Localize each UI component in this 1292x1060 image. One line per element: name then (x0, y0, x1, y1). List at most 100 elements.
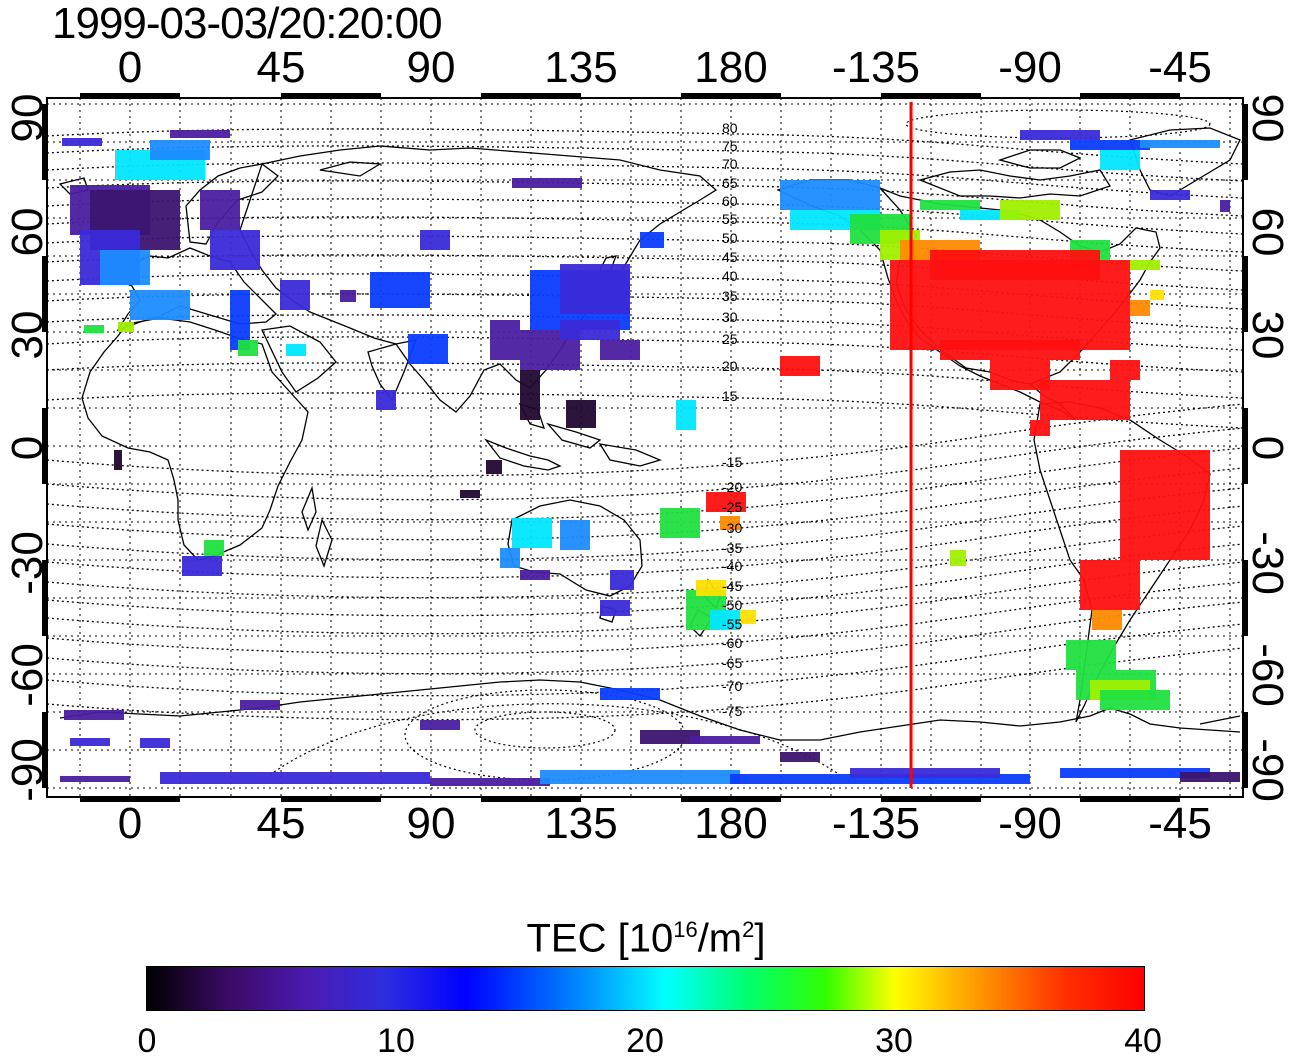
tec-patch (1066, 640, 1116, 670)
tec-patch (560, 520, 590, 550)
tec-patch (600, 688, 660, 700)
tec-patch (486, 460, 502, 474)
contour-label: 20 (722, 358, 738, 374)
tec-patch (600, 600, 630, 616)
lon-tick-top: 45 (256, 43, 306, 92)
lon-tick-bottom: 45 (256, 799, 306, 848)
frame-tick-bar (42, 408, 48, 484)
lon-tick-bottom: 90 (406, 799, 456, 848)
tec-patch (610, 570, 634, 590)
tec-patch (520, 370, 540, 420)
tec-patch (740, 610, 756, 624)
tec-patch (730, 774, 1030, 784)
frame-tick-bar (1242, 256, 1248, 332)
tec-patch (1100, 150, 1140, 170)
lon-tick-top: -135 (831, 43, 921, 92)
tec-patch (560, 320, 620, 340)
tec-patch (1040, 380, 1130, 420)
tec-patch (240, 700, 280, 710)
tec-patch (660, 508, 700, 538)
colorbar-title: TEC [1016/m2] (526, 916, 766, 961)
tec-patch (204, 540, 224, 556)
contour-label: 15 (722, 388, 738, 404)
frame-tick-bar (681, 796, 781, 802)
contour-label: 25 (722, 331, 738, 347)
tec-patch (230, 290, 250, 350)
contour-label: -35 (722, 540, 742, 556)
tec-patch (1110, 360, 1140, 380)
contour-label: 50 (722, 230, 738, 246)
tec-patch (720, 516, 740, 530)
lon-tick-bottom: -135 (831, 799, 921, 848)
colorbar-tick: 40 (1124, 1022, 1162, 1060)
tec-patch (420, 720, 460, 730)
contour-label: 35 (722, 288, 738, 304)
contour-line (46, 581, 1244, 655)
tec-patch (170, 130, 230, 138)
contour-label: -65 (722, 655, 742, 671)
tec-patch (210, 230, 260, 270)
tec-patch (1030, 420, 1050, 436)
contour-line (46, 427, 1244, 501)
tec-patch (280, 280, 310, 310)
contour-label: 80 (722, 120, 738, 136)
tec-patch (640, 730, 700, 744)
frame-tick-bar (42, 256, 48, 332)
tec-patch (62, 138, 102, 146)
contour-label: -40 (722, 558, 742, 574)
contour-label: 40 (722, 268, 738, 284)
tec-patch (1000, 200, 1060, 220)
lon-tick-top: 180 (694, 43, 768, 92)
tec-patch (780, 356, 820, 376)
tec-patch (1130, 300, 1150, 316)
tec-patch (490, 320, 520, 360)
colorbar-tick: 0 (137, 1022, 157, 1060)
tec-patch (70, 738, 110, 746)
colorbar-tick: 20 (626, 1022, 664, 1060)
tec-colorbar (146, 966, 1145, 1011)
tec-patch (140, 738, 170, 748)
contour-line (46, 487, 1244, 561)
contour-line (46, 647, 1244, 721)
contour-labels: 80 75 70 65 60 55 50 45 40 35 30 25 20 15 -15 -20 -25 -30… (722, 120, 742, 719)
frame-tick-bar (1242, 104, 1248, 180)
tec-patch (118, 322, 134, 332)
contour-line (46, 216, 1244, 253)
contour-label: 75 (722, 138, 738, 154)
tec-patch (1150, 190, 1190, 200)
tec-patch (60, 776, 130, 782)
tec-patch (690, 736, 760, 744)
frame-tick-bar (1242, 712, 1248, 788)
frame-tick-bar (281, 796, 381, 802)
contour-label: 45 (722, 249, 738, 265)
tec-patch (100, 250, 150, 285)
tec-patch (696, 580, 726, 596)
lon-tick-bottom: 180 (694, 799, 768, 848)
lon-tick-top: 0 (117, 43, 143, 92)
lon-tick-bottom: -90 (998, 799, 1062, 848)
tec-patch (1120, 260, 1160, 270)
contour-line (46, 505, 1244, 579)
tec-patch (950, 550, 966, 566)
tec-patch (84, 325, 104, 333)
lon-tick-top: -45 (1148, 43, 1212, 92)
tec-patch (940, 340, 1080, 360)
contour-ellipse-south (474, 711, 616, 749)
contour-label: -75 (722, 703, 742, 719)
tec-patch (520, 570, 550, 580)
contour-label: 60 (722, 193, 738, 209)
frame-tick-bar (1080, 796, 1180, 802)
frame-tick-bar (1242, 408, 1248, 484)
contour-line (46, 467, 1244, 541)
tec-patch (710, 610, 740, 630)
contour-label: -15 (722, 454, 742, 470)
tec-patch (408, 334, 448, 364)
tec-patch (706, 492, 746, 512)
lon-tick-bottom: -45 (1148, 799, 1212, 848)
tec-patch (1150, 290, 1164, 300)
frame-tick-bar (881, 796, 981, 802)
tec-patch (64, 710, 124, 720)
tec-patch (1070, 140, 1150, 150)
tec-patch (376, 390, 396, 410)
tec-patch (1020, 130, 1100, 140)
